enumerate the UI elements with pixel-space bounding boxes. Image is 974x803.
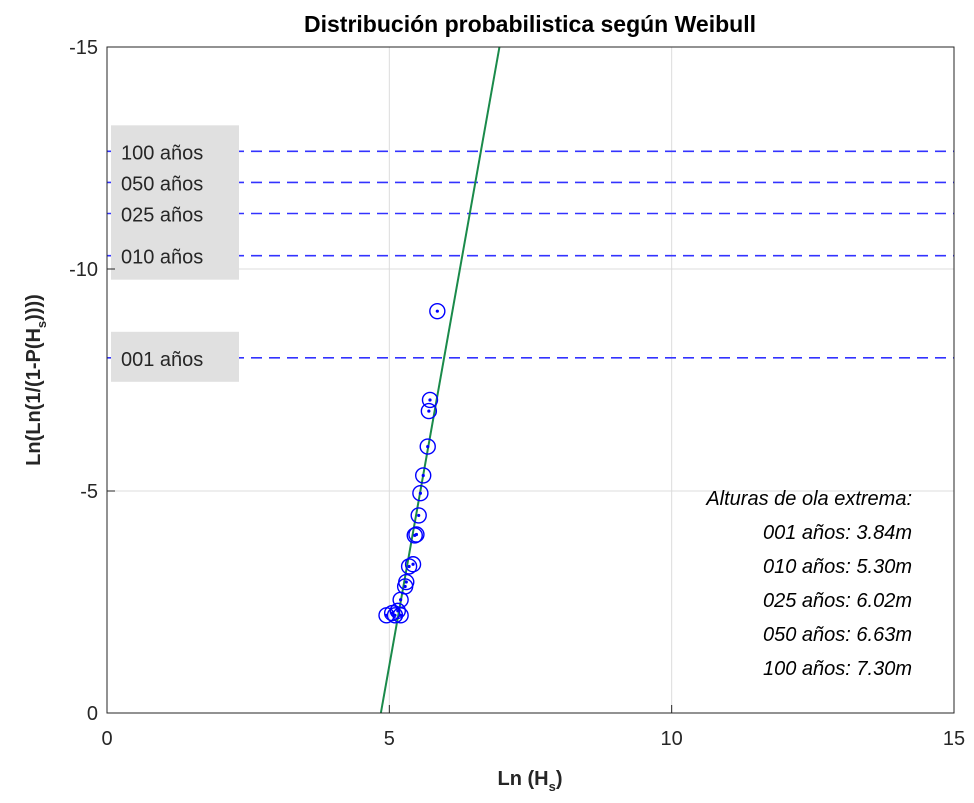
chart-title: Distribución probabilistica según Weibul… — [304, 11, 756, 37]
weibull-fit-line — [379, 46, 501, 714]
data-point-dot — [393, 613, 397, 617]
grid-lines — [107, 47, 954, 713]
plot-area-border — [106, 46, 955, 714]
return-period-label: 025 años — [121, 205, 203, 227]
data-point-dot — [399, 598, 403, 602]
annotation-title: Alturas de ola extrema: — [705, 488, 912, 510]
y-axis-label: Ln(Ln(1/(1-P(Hs)))) — [23, 294, 49, 466]
return-period-label: 100 años — [121, 142, 203, 164]
return-period-label: 010 años — [121, 247, 203, 269]
x-tick-label: 10 — [661, 728, 683, 750]
data-point-circle — [400, 558, 418, 575]
data-point-dot — [407, 564, 411, 569]
annotation-line-100: 100 años: 7.30m — [763, 658, 912, 680]
data-point-dot — [396, 609, 400, 613]
data-point-circle — [419, 438, 436, 455]
data-point-circle — [420, 402, 438, 420]
x-tick-label: 0 — [101, 728, 112, 750]
y-tick-label: -10 — [69, 259, 98, 281]
x-axis-label-main: Ln (H — [498, 768, 549, 790]
return-period-lines — [107, 150, 954, 359]
annotation-line-050: 050 años: 6.63m — [763, 624, 912, 646]
data-point-dot — [421, 473, 425, 478]
data-point-dot — [428, 398, 432, 402]
x-axis-label-end: ) — [556, 768, 563, 790]
data-point-circle — [408, 526, 425, 543]
data-point-circle — [429, 302, 446, 320]
x-axis-label: Ln (Hs) — [498, 768, 563, 794]
data-point-dot — [418, 491, 422, 495]
x-axis-label-sub: s — [549, 779, 556, 794]
return-period-label: 050 años — [121, 173, 203, 195]
data-point-dot — [427, 409, 431, 413]
y-axis-ticks: 0 -5 -10 -15 — [69, 37, 115, 725]
y-axis-label-end: )))) — [23, 294, 45, 321]
y-tick-label: 0 — [87, 703, 98, 725]
return-period-labels: 100 años 050 años 025 años 010 años 001 años — [111, 125, 239, 382]
fit-line — [379, 46, 501, 714]
data-point-dot — [403, 584, 407, 589]
data-point-circle — [410, 507, 427, 524]
data-points — [378, 302, 446, 624]
data-point-dot — [399, 613, 403, 617]
y-axis-label-sub: s — [34, 321, 49, 328]
data-point-dot — [414, 532, 419, 537]
annotation-line-001: 001 años: 3.84m — [763, 522, 912, 544]
data-point-circle — [421, 391, 439, 409]
data-point-dot — [404, 580, 408, 584]
x-tick-label: 15 — [943, 728, 965, 750]
y-tick-label: -5 — [80, 481, 98, 503]
y-tick-label: -15 — [69, 37, 98, 59]
y-axis-label-main: Ln(Ln(1/(1-P(H — [23, 328, 45, 466]
extreme-wave-annotation: Alturas de ola extrema: 001 años: 3.84m … — [705, 488, 912, 680]
annotation-line-010: 010 años: 5.30m — [763, 556, 912, 578]
data-point-circle — [415, 467, 432, 484]
data-point-dot — [411, 562, 415, 566]
data-point-circle — [386, 607, 404, 624]
data-point-circle — [412, 485, 429, 502]
return-period-label: 001 años — [121, 349, 203, 371]
data-point-dot — [417, 513, 421, 518]
x-tick-label: 5 — [384, 728, 395, 750]
data-point-circle — [389, 602, 407, 620]
data-point-circle — [398, 573, 415, 591]
x-axis-ticks: 0 5 10 15 — [101, 705, 965, 750]
data-point-dot — [426, 445, 430, 449]
return-period-label-box — [111, 125, 239, 280]
data-point-circle — [404, 556, 422, 573]
return-period-label-box — [111, 331, 239, 382]
annotation-line-025: 025 años: 6.02m — [763, 590, 912, 612]
data-point-dot — [435, 309, 439, 313]
